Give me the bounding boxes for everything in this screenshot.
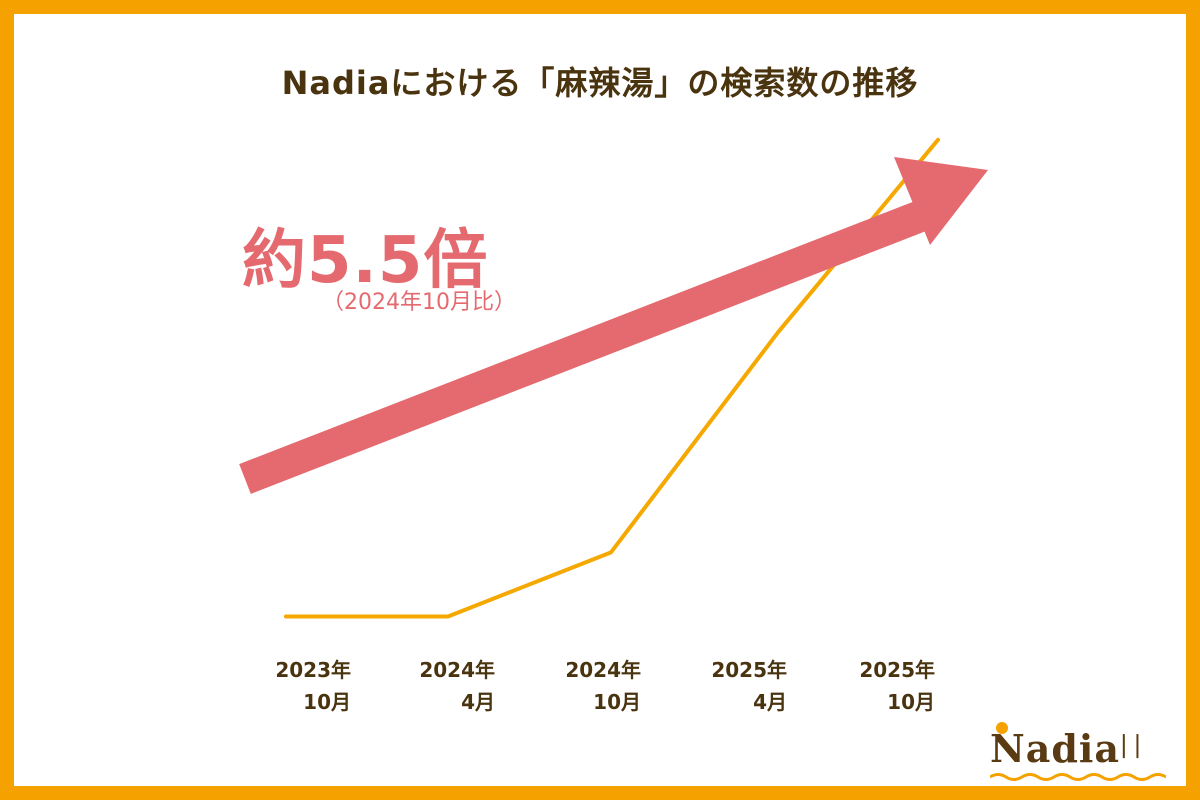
- growth-arrow-head: [894, 157, 988, 245]
- x-tick-1-month: 4月: [461, 690, 495, 714]
- x-tick-2-year: 2024年: [565, 658, 641, 682]
- x-tick-3: 2025年 4月: [647, 654, 787, 718]
- nadia-logo: Nadia ᛁᛁ: [990, 722, 1186, 786]
- growth-arrow: [239, 157, 988, 494]
- growth-arrow-shaft: [239, 195, 942, 494]
- multiplier-note: （2024年10月比）: [322, 290, 516, 315]
- x-tick-3-year: 2025年: [711, 658, 787, 682]
- x-tick-2-month: 10月: [593, 690, 641, 714]
- x-tick-4: 2025年 10月: [795, 654, 935, 718]
- x-tick-4-month: 10月: [887, 690, 935, 714]
- logo-star-icon: [996, 722, 1008, 734]
- x-tick-1: 2024年 4月: [355, 654, 495, 718]
- chart-plot: [239, 137, 988, 619]
- logo-wordmark: Nadia: [990, 726, 1120, 771]
- x-tick-3-month: 4月: [753, 690, 787, 714]
- x-tick-1-year: 2024年: [419, 658, 495, 682]
- logo-underline-wave: [990, 773, 1166, 781]
- x-tick-4-year: 2025年: [859, 658, 935, 682]
- x-tick-2: 2024年 10月: [501, 654, 641, 718]
- chart-title: Nadiaにおける「麻辣湯」の検索数の推移: [281, 64, 919, 102]
- multiplier-label: 約5.5倍: [242, 224, 489, 298]
- chart-frame: Nadiaにおける「麻辣湯」の検索数の推移 約5.5倍 （2024年10月比） …: [14, 14, 1186, 786]
- fork-spoon-icon: ᛁᛁ: [1116, 732, 1145, 762]
- x-tick-0: 2023年 10月: [211, 654, 351, 718]
- x-tick-0-year: 2023年: [275, 658, 351, 682]
- x-tick-0-month: 10月: [303, 690, 351, 714]
